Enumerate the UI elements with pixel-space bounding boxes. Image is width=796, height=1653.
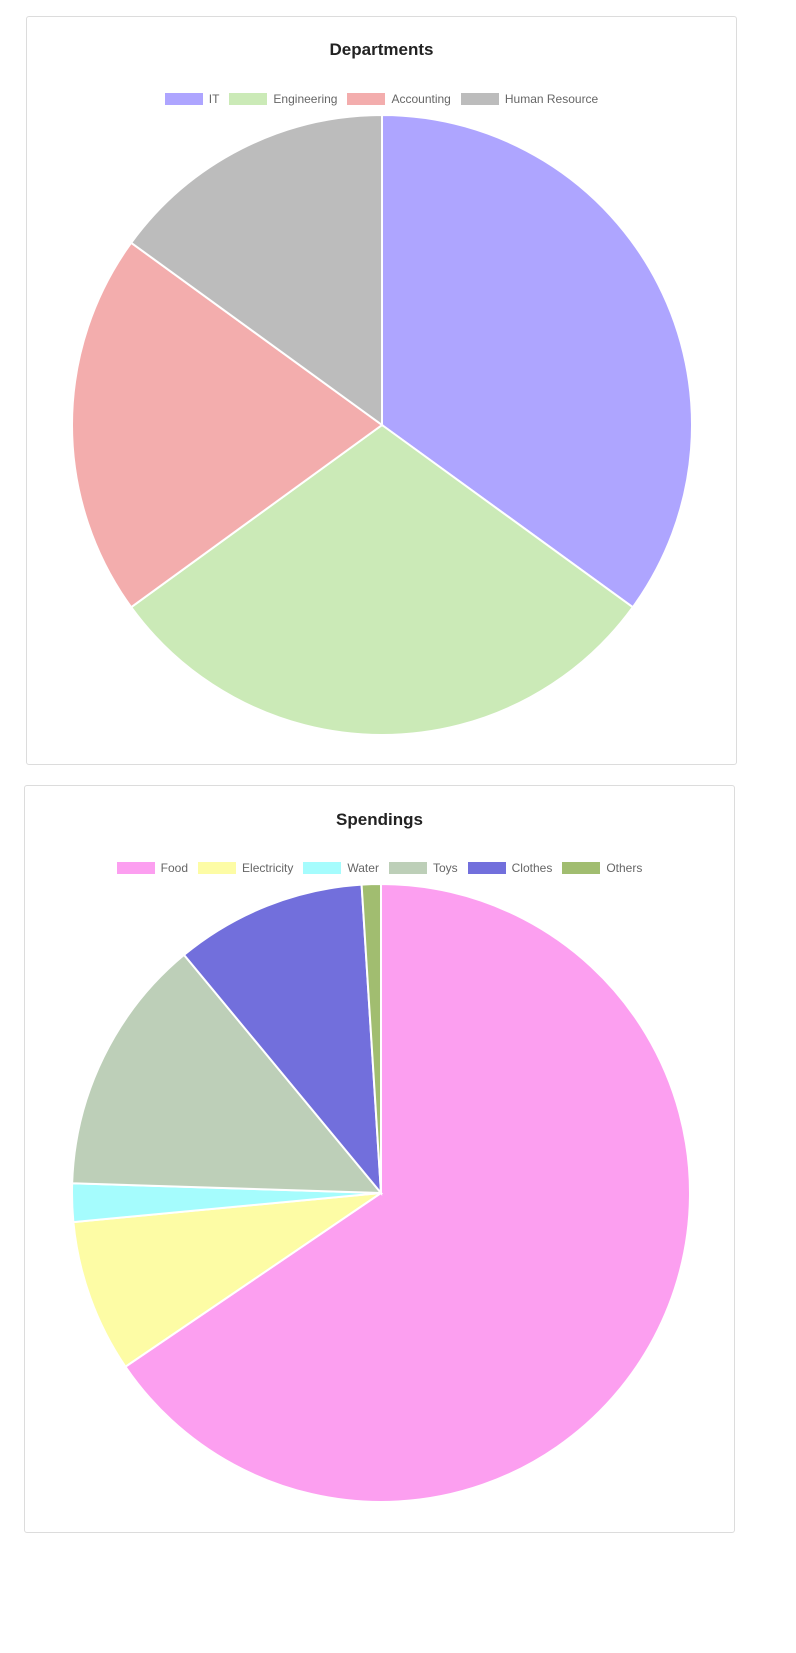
pie-slice-toys[interactable] [71,953,384,1195]
pie-slice-clothes[interactable] [182,883,383,1197]
legend-label: Engineering [273,92,338,106]
chart-legend: IT Engineering Accounting Human Resource [27,92,736,106]
pie-slice-others[interactable] [360,882,382,1194]
legend-item[interactable]: Toys [388,861,458,875]
legend-item[interactable]: Engineering [229,92,337,106]
legend-label: IT [208,92,220,106]
legend-item[interactable]: Water [303,861,379,875]
legend-item[interactable]: Accounting [347,92,451,106]
legend-swatch [229,93,268,105]
departments-pie [71,113,693,736]
spendings-pie [71,882,691,1503]
legend-label: Toys [432,861,458,875]
legend-swatch [116,862,155,874]
chart-title: Spendings [336,810,423,829]
legend-label: Human Resource [504,92,599,106]
legend-swatch [388,862,427,874]
legend-item[interactable]: Human Resource [460,92,599,106]
chart-title: Departments [329,40,434,59]
legend-label: Electricity [242,861,294,875]
pie-slice-electricity[interactable] [72,1192,382,1369]
pie-slice-food[interactable] [124,882,691,1503]
legend-swatch [562,862,601,874]
legend-item[interactable]: IT [164,92,220,106]
chart-legend: Food Electricity Water Toys Clothes Others [25,861,734,875]
legend-label: Food [160,861,189,875]
legend-swatch [347,93,386,105]
legend-label: Water [347,861,379,875]
legend-swatch [460,93,499,105]
legend-label: Clothes [511,861,553,875]
legend-item[interactable]: Electricity [198,861,293,875]
legend-item[interactable]: Clothes [467,861,553,875]
legend-item[interactable]: Food [116,861,189,875]
legend-label: Others [606,861,643,875]
legend-swatch [198,862,237,874]
pie-slice-it[interactable] [381,113,693,609]
pie-slice-human-resource[interactable] [129,113,383,427]
spendings-chart-card: Spendings Food Electricity Water Toys Clothe… [24,785,735,1533]
pie-slice-engineering[interactable] [129,423,635,736]
legend-swatch [467,862,506,874]
departments-chart-card: Departments IT Engineering Accounting Human… [26,16,737,765]
legend-swatch [303,862,342,874]
legend-item[interactable]: Others [562,861,642,875]
legend-swatch [164,93,203,105]
legend-label: Accounting [391,92,451,106]
pie-slice-accounting[interactable] [71,241,384,609]
